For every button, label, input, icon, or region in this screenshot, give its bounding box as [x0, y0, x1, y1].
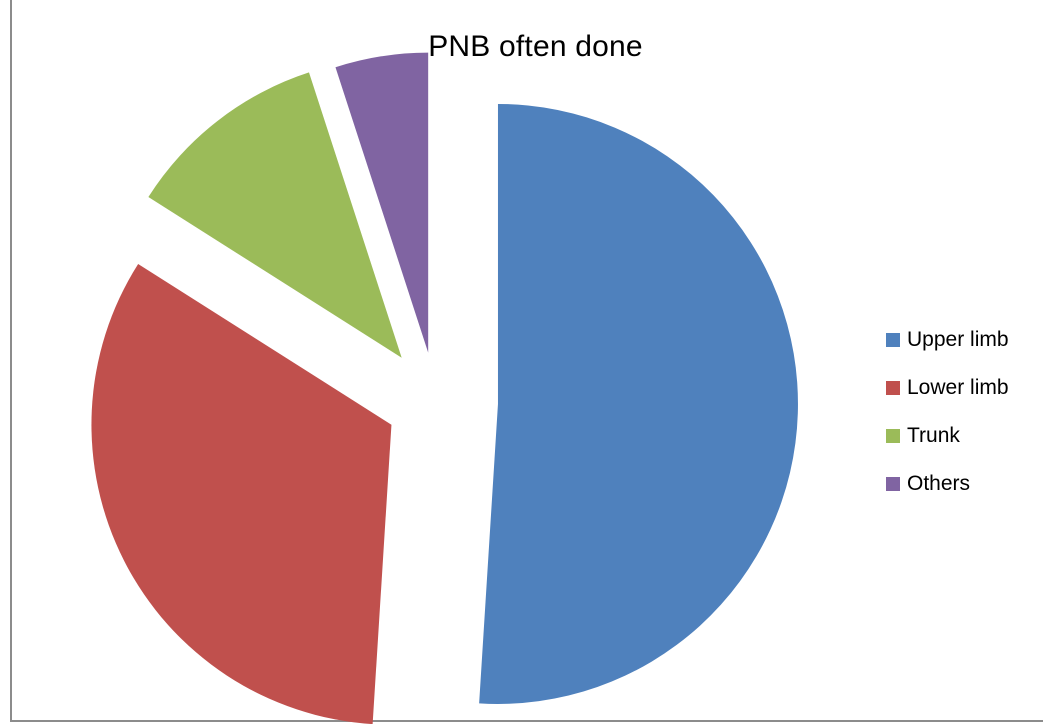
legend-item-others: Others: [886, 460, 1036, 508]
legend-swatch: [886, 333, 900, 347]
legend: Upper limb Lower limb Trunk Others: [886, 316, 1036, 508]
legend-label: Trunk: [907, 424, 960, 447]
pie-slice-upper-limb: [479, 103, 798, 704]
pie-slice-trunk: [148, 72, 402, 358]
chart-title: PNB often done: [428, 30, 643, 63]
legend-swatch: [886, 429, 900, 443]
pie-slice-lower-limb: [91, 263, 392, 724]
legend-swatch: [886, 477, 900, 491]
legend-label: Lower limb: [907, 376, 1009, 399]
legend-item-lower-limb: Lower limb: [886, 364, 1036, 412]
legend-item-upper-limb: Upper limb: [886, 316, 1036, 364]
legend-label: Upper limb: [907, 328, 1009, 351]
legend-label: Others: [907, 472, 971, 495]
legend-item-trunk: Trunk: [886, 412, 1036, 460]
legend-swatch: [886, 381, 900, 395]
pie-slice-others: [335, 52, 429, 353]
